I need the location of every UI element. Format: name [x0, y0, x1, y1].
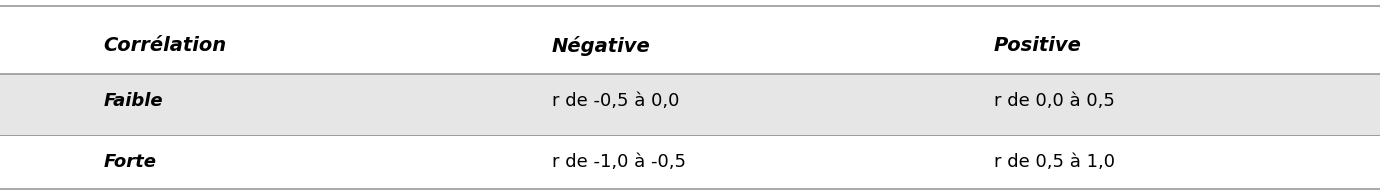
- Text: r de 0,0 à 0,5: r de 0,0 à 0,5: [994, 92, 1115, 110]
- Text: r de -0,5 à 0,0: r de -0,5 à 0,0: [552, 92, 679, 110]
- Text: r de -1,0 à -0,5: r de -1,0 à -0,5: [552, 153, 686, 171]
- Text: Corrélation: Corrélation: [104, 36, 226, 55]
- Text: Positive: Positive: [994, 36, 1082, 55]
- Text: Négative: Négative: [552, 36, 651, 56]
- Text: r de 0,5 à 1,0: r de 0,5 à 1,0: [994, 153, 1115, 171]
- Bar: [0, 74, 1380, 135]
- Text: Forte: Forte: [104, 153, 156, 171]
- Text: Faible: Faible: [104, 92, 163, 110]
